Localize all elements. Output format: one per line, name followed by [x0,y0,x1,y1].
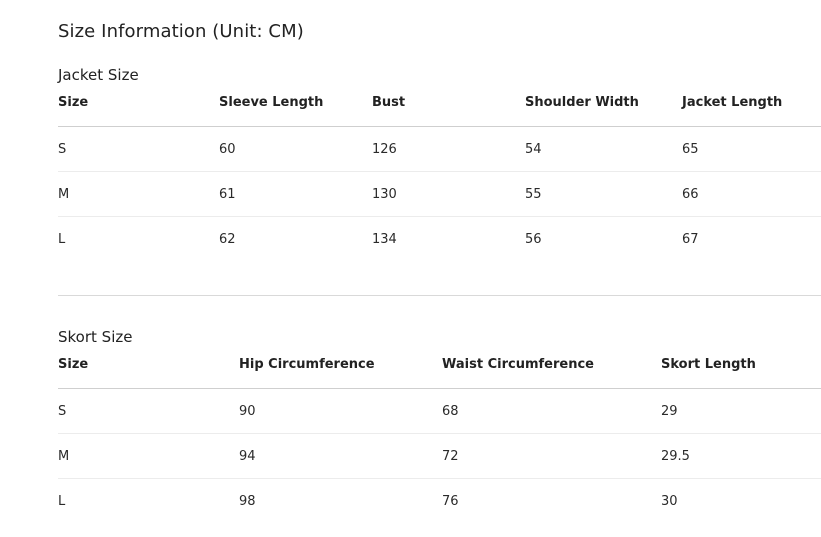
column-header-sleeve-length: Sleeve Length [219,93,372,127]
table-cell: 130 [372,171,525,217]
table-cell: M [58,433,239,479]
column-header-size: Size [58,355,239,389]
table-cell: L [58,493,66,509]
table-row: M 61 130 55 66 [58,171,821,217]
table-cell: 29.5 [661,433,821,479]
table-row: M 94 72 29.5 [58,433,821,479]
column-header-shoulder-width: Shoulder Width [525,93,682,127]
skort-size-heading: Skort Size [58,328,133,346]
table-row: S 90 68 29 [58,388,821,434]
column-header-hip-circumference: Hip Circumference [239,355,442,389]
column-header-waist-circumference: Waist Circumference [442,355,661,389]
table-cell: 55 [525,171,682,217]
table-cell: 29 [661,388,821,434]
table-cell: S [58,388,239,434]
table-header-row: Size Sleeve Length Bust Shoulder Width J… [58,93,821,127]
table-cell: 61 [219,171,372,217]
column-header-bust: Bust [372,93,525,127]
column-header-size: Size [58,93,219,127]
table-cell: 94 [239,433,442,479]
table-cell: 126 [372,126,525,172]
table-cell: 60 [219,126,372,172]
table-cell: 56 [525,231,542,247]
skort-size-table: Size Hip Circumference Waist Circumferen… [58,355,821,523]
table-cell: 66 [682,171,821,217]
table-row: L 98 76 30 [58,479,821,524]
table-cell: 76 [442,493,459,509]
table-cell: 68 [442,388,661,434]
section-divider [58,295,821,296]
table-cell: 30 [661,493,678,509]
table-cell: 67 [682,231,699,247]
table-cell: L [58,231,66,247]
table-cell: 62 [219,231,236,247]
page-title: Size Information (Unit: CM) [58,21,304,42]
table-cell: 54 [525,126,682,172]
table-cell: 134 [372,231,397,247]
jacket-size-heading: Jacket Size [58,66,139,84]
table-cell: 90 [239,388,442,434]
table-cell: S [58,126,219,172]
column-header-jacket-length: Jacket Length [682,93,821,127]
table-row: L 62 134 56 67 [58,217,821,262]
table-header-row: Size Hip Circumference Waist Circumferen… [58,355,821,389]
table-cell: 98 [239,493,256,509]
table-cell: M [58,171,219,217]
table-cell: 72 [442,433,661,479]
jacket-size-table: Size Sleeve Length Bust Shoulder Width J… [58,93,821,261]
table-cell: 65 [682,126,821,172]
column-header-skort-length: Skort Length [661,355,821,389]
table-row: S 60 126 54 65 [58,126,821,172]
